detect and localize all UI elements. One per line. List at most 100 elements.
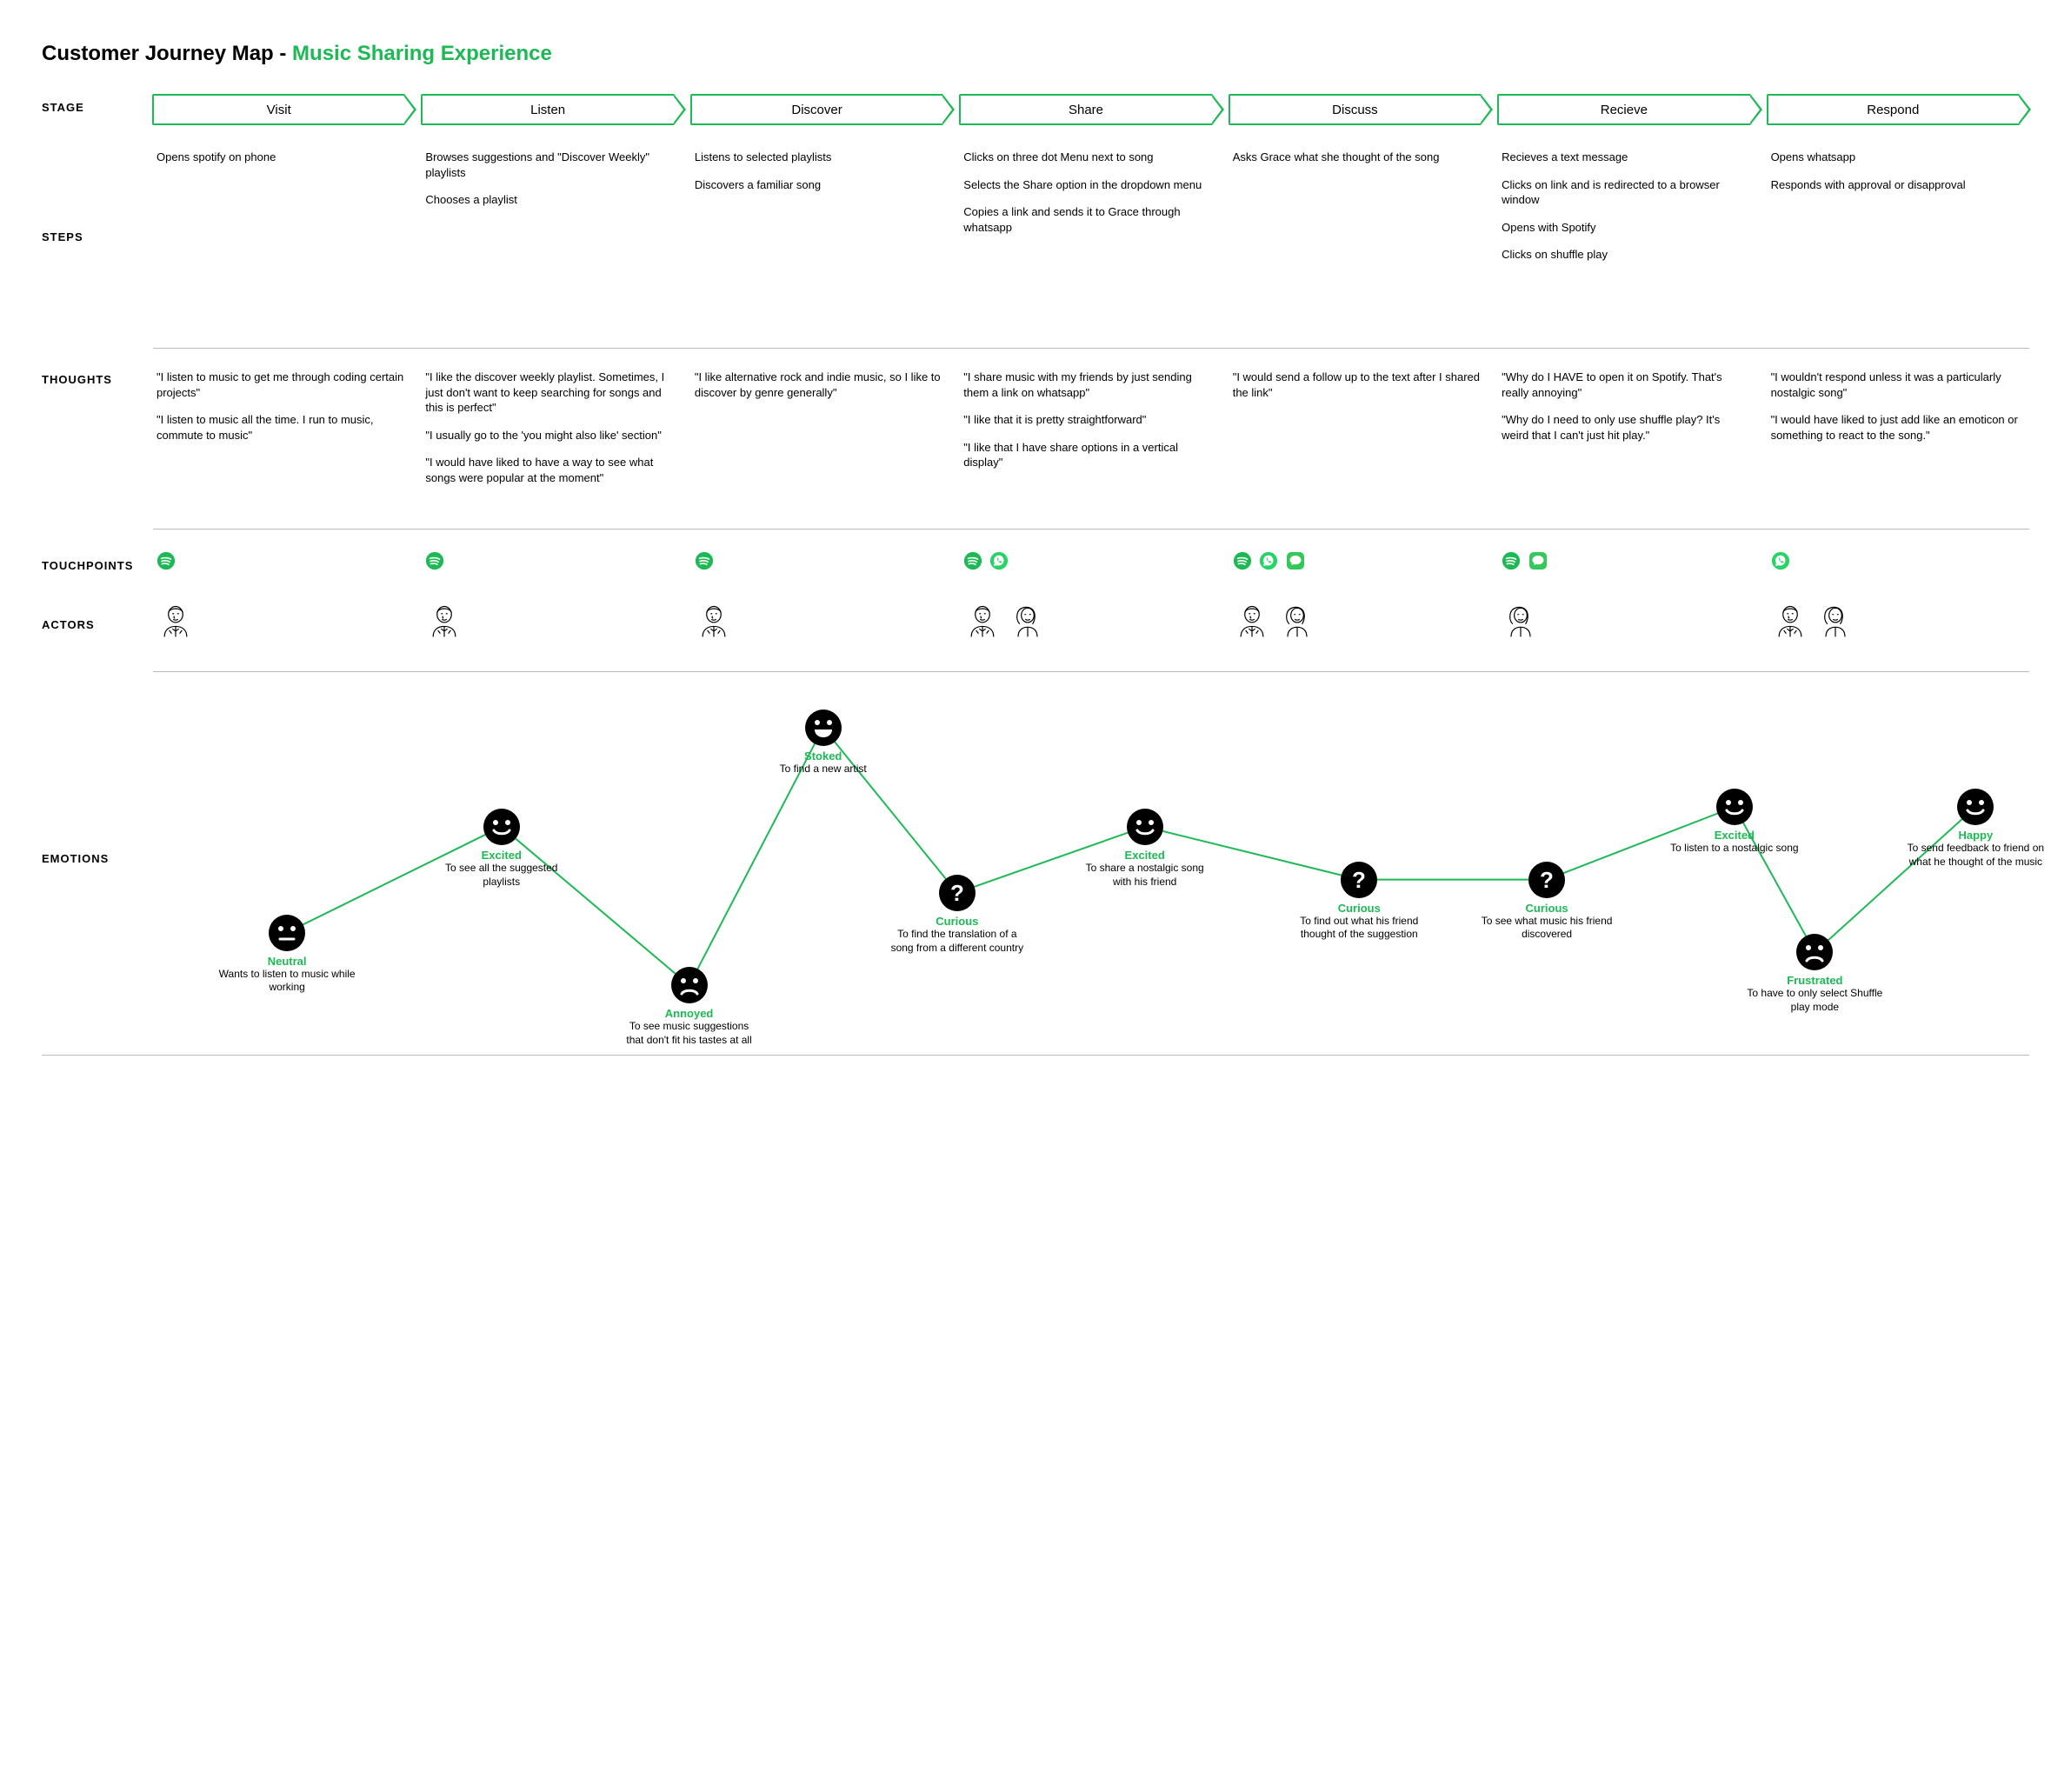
emotion-face-icon xyxy=(483,809,520,845)
man-actor-icon xyxy=(695,602,733,640)
emotion-face-icon xyxy=(1796,934,1833,970)
step-item: Responds with approval or disapproval xyxy=(1771,177,2019,193)
emotion-node: ?CuriousTo find out what his friend thou… xyxy=(1289,862,1428,942)
emotion-face-icon: ? xyxy=(939,875,976,911)
spotify-icon xyxy=(1233,551,1252,573)
actor-cell xyxy=(960,598,1222,643)
emotion-description: To have to only select Shuffle play mode xyxy=(1745,987,1884,1014)
thoughts-cell: "I share music with my friends by just s… xyxy=(960,366,1222,486)
touchpoints-row: TOUCHPOINTS xyxy=(42,547,2029,577)
man-actor-icon xyxy=(1233,602,1271,640)
spotify-icon xyxy=(963,551,982,573)
step-item: Recieves a text message xyxy=(1502,150,1749,165)
thoughts-cell: "I listen to music to get me through cod… xyxy=(153,366,415,458)
actor-cell xyxy=(1498,598,1760,643)
emotion-label: Excited xyxy=(1665,829,1804,842)
emotion-face-icon xyxy=(1957,789,1994,825)
emotion-label: Annoyed xyxy=(620,1007,759,1020)
spotify-icon xyxy=(425,551,444,573)
emotion-description: To listen to a nostalgic song xyxy=(1665,842,1804,856)
divider xyxy=(153,529,2029,530)
svg-text:?: ? xyxy=(1352,867,1366,893)
imessage-icon xyxy=(1285,550,1306,574)
actor-cell xyxy=(153,598,415,643)
thoughts-cell: "I like alternative rock and indie music… xyxy=(691,366,953,416)
touchpoint-cell xyxy=(1768,548,2029,576)
thoughts-cell: "Why do I HAVE to open it on Spotify. Th… xyxy=(1498,366,1760,458)
divider xyxy=(153,671,2029,672)
emotion-description: To see music suggestions that don't fit … xyxy=(620,1020,759,1047)
stage-arrow: Listen xyxy=(422,94,673,125)
stage-arrow: Visit xyxy=(153,94,404,125)
emotion-node: ExcitedTo see all the suggested playlist… xyxy=(432,809,571,889)
steps-cell: Recieves a text messageClicks on link an… xyxy=(1498,146,1760,278)
step-item: Browses suggestions and "Discover Weekly… xyxy=(425,150,673,180)
steps-cell: Opens spotify on phone xyxy=(153,146,415,181)
step-item: Discovers a familiar song xyxy=(695,177,942,193)
footer-divider xyxy=(42,1055,2029,1056)
spotify-icon xyxy=(695,551,714,573)
step-item: Listens to selected playlists xyxy=(695,150,942,165)
title-prefix: Customer Journey Map - xyxy=(42,42,292,65)
thought-item: "I like that I have share options in a v… xyxy=(963,440,1211,470)
thought-item: "I listen to music to get me through cod… xyxy=(156,370,404,400)
emotion-label: Stoked xyxy=(754,749,893,763)
emotion-node: ExcitedTo share a nostalgic song with hi… xyxy=(1075,809,1215,889)
stage-name: Share xyxy=(1069,103,1103,117)
stage-label: STAGE xyxy=(42,94,146,114)
stage-name: Respond xyxy=(1867,103,1919,117)
thought-item: "I would have liked to just add like an … xyxy=(1771,412,2019,443)
emotion-label: Excited xyxy=(432,849,571,862)
thought-item: "Why do I HAVE to open it on Spotify. Th… xyxy=(1502,370,1749,400)
man-actor-icon xyxy=(156,602,195,640)
woman-actor-icon xyxy=(1009,602,1047,640)
emotion-node: ?CuriousTo find the translation of a son… xyxy=(888,875,1027,955)
touchpoint-cell xyxy=(1229,547,1491,577)
emotion-node: ExcitedTo listen to a nostalgic song xyxy=(1665,789,1804,856)
whatsapp-icon xyxy=(1771,551,1790,573)
emotion-panel: NeutralWants to listen to music while wo… xyxy=(153,689,2029,1020)
steps-cell: Listens to selected playlists Discovers a… xyxy=(691,146,953,208)
thoughts-cell: "I would send a follow up to the text af… xyxy=(1229,366,1491,416)
emotion-label: Frustrated xyxy=(1745,974,1884,987)
thought-item: "I wouldn't respond unless it was a part… xyxy=(1771,370,2019,400)
emotion-face-icon: ? xyxy=(1341,862,1377,898)
emotion-face-icon: ? xyxy=(1528,862,1565,898)
man-actor-icon xyxy=(963,602,1002,640)
steps-cell: Clicks on three dot Menu next to songSel… xyxy=(960,146,1222,250)
steps-cell: Opens whatsapp Responds with approval or … xyxy=(1768,146,2029,208)
thought-item: "I usually go to the 'you might also lik… xyxy=(425,428,673,443)
thought-item: "Why do I need to only use shuffle play?… xyxy=(1502,412,1749,443)
thoughts-label: THOUGHTS xyxy=(42,366,146,386)
thoughts-cell: "I wouldn't respond unless it was a part… xyxy=(1768,366,2029,458)
emotion-description: To send feedback to friend on what he th… xyxy=(1906,842,2045,869)
emotions-row: EMOTIONS NeutralWants to listen to music… xyxy=(42,689,2029,1020)
step-item: Clicks on three dot Menu next to song xyxy=(963,150,1211,165)
stage-arrow: Recieve xyxy=(1498,94,1749,125)
actors-row: ACTORS xyxy=(42,598,2029,643)
step-item: Clicks on shuffle play xyxy=(1502,247,1749,263)
stage-row: STAGE VisitListenDiscoverShareDiscussRec… xyxy=(42,94,2029,125)
emotion-label: Neutral xyxy=(217,955,356,968)
step-item: Opens whatsapp xyxy=(1771,150,2019,165)
svg-text:?: ? xyxy=(950,880,964,906)
emotion-description: To see what music his friend discovered xyxy=(1477,915,1616,942)
svg-text:?: ? xyxy=(1540,867,1554,893)
actor-cell xyxy=(1768,598,2029,643)
page-title: Customer Journey Map - Music Sharing Exp… xyxy=(42,42,2029,66)
thought-item: "I would have liked to have a way to see… xyxy=(425,455,673,485)
emotion-label: Happy xyxy=(1906,829,2045,842)
stage-name: Visit xyxy=(267,103,291,117)
stage-name: Discuss xyxy=(1332,103,1378,117)
steps-cell: Browses suggestions and "Discover Weekly… xyxy=(422,146,683,223)
touchpoint-cell xyxy=(422,548,683,576)
emotion-description: To share a nostalgic song with his frien… xyxy=(1075,862,1215,889)
thought-item: "I listen to music all the time. I run t… xyxy=(156,412,404,443)
step-item: Copies a link and sends it to Grace thro… xyxy=(963,204,1211,235)
emotion-label: Curious xyxy=(1477,902,1616,915)
man-actor-icon xyxy=(1771,602,1809,640)
step-item: Asks Grace what she thought of the song xyxy=(1233,150,1481,165)
spotify-icon xyxy=(156,551,176,573)
emotion-description: To see all the suggested playlists xyxy=(432,862,571,889)
steps-label: STEPS xyxy=(42,223,146,243)
